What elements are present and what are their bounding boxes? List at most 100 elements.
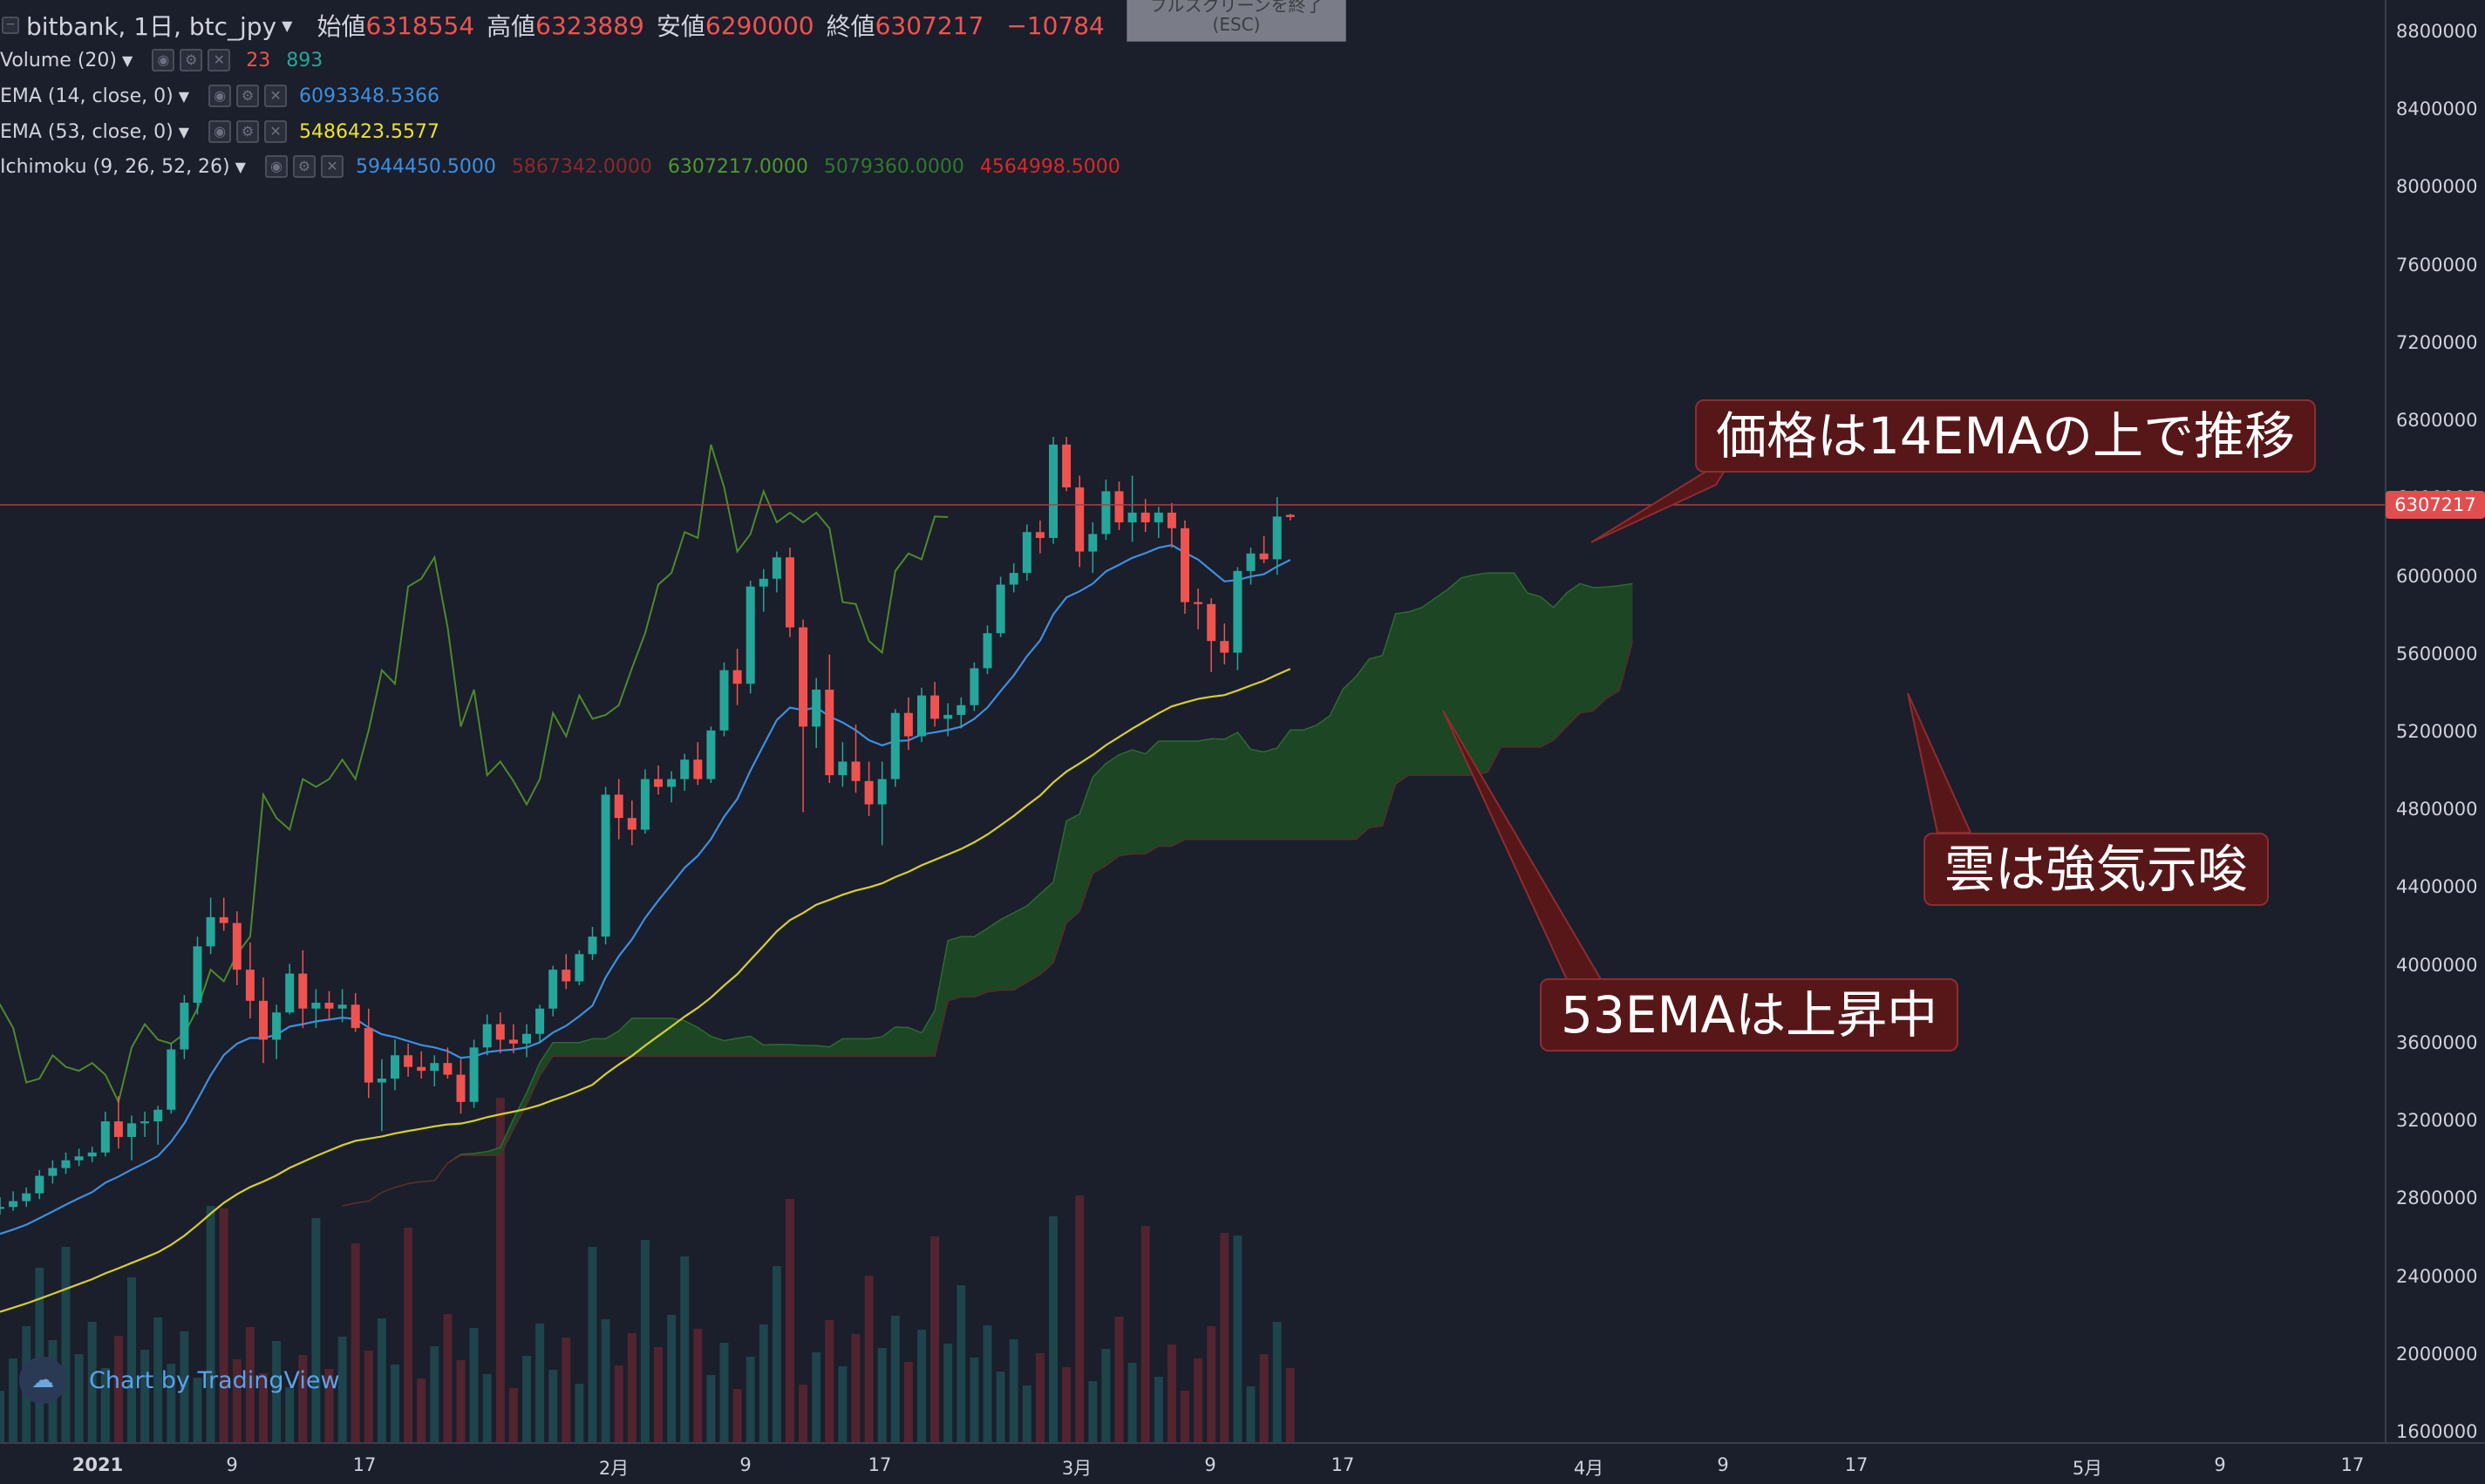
candle-body: [391, 1055, 399, 1079]
gear-icon[interactable]: ⚙: [236, 120, 260, 143]
eye-icon[interactable]: ◉: [208, 85, 232, 107]
volume-bar: [930, 1236, 940, 1443]
volume-bar: [443, 1314, 453, 1443]
volume-bar: [298, 1355, 308, 1443]
ema53-label[interactable]: EMA (53, close, 0): [0, 120, 174, 143]
high-label: 高値: [487, 12, 536, 41]
close-value: 6307217: [875, 10, 984, 40]
candle-body: [983, 633, 992, 669]
volume-bar: [508, 1388, 518, 1443]
candle-body: [259, 1000, 268, 1040]
candle-body: [930, 695, 940, 719]
candle-body: [232, 922, 242, 970]
volume-bar: [469, 1328, 479, 1443]
time-axis-label: 17: [1331, 1454, 1355, 1475]
watermark-text[interactable]: Chart by TradingView: [89, 1366, 340, 1394]
lagging-span-line: [0, 444, 949, 1105]
candle-body: [469, 1047, 479, 1102]
candle-body: [167, 1049, 176, 1110]
time-axis-label: 9: [1204, 1454, 1216, 1475]
volume-bar: [232, 1359, 242, 1443]
time-axis-label: 4月: [1573, 1458, 1604, 1479]
ema53-row[interactable]: EMA (53, close, 0) ▼ ◉ ⚙ ✕ 5486423.5577: [0, 117, 439, 146]
candle-body: [601, 794, 610, 937]
tradingview-watermark[interactable]: ☁ Chart by TradingView: [19, 1357, 340, 1404]
candle-body: [614, 794, 623, 819]
price-axis-label: 2400000: [2396, 1265, 2478, 1287]
volume-bar: [245, 1327, 255, 1443]
volume-bar: [877, 1348, 887, 1443]
ema53-line: [0, 668, 1291, 1313]
volume-bar: [1088, 1381, 1098, 1443]
volume-bar: [193, 1378, 202, 1443]
close-icon[interactable]: ✕: [320, 155, 344, 178]
symbol-title[interactable]: bitbank, 1日, btc_jpy: [26, 12, 277, 41]
candle-body: [588, 936, 597, 955]
gear-icon[interactable]: ⚙: [180, 49, 203, 71]
volume-bar: [167, 1364, 176, 1443]
volume-bars: [0, 1098, 1295, 1443]
candle-body: [1009, 573, 1018, 585]
candle-body: [903, 712, 913, 737]
volume-label[interactable]: Volume (20): [0, 49, 117, 71]
volume-bar: [180, 1331, 189, 1443]
volume-bar: [100, 1368, 110, 1443]
volume-bar: [259, 1373, 268, 1443]
price-axis-label: 3200000: [2396, 1110, 2478, 1132]
gear-icon[interactable]: ⚙: [236, 85, 260, 107]
ichimoku-value-3: 6307217.0000: [667, 155, 808, 178]
ema14-label[interactable]: EMA (14, close, 0): [0, 85, 174, 107]
volume-bar: [654, 1347, 663, 1443]
price-axis-label: 8000000: [2396, 176, 2478, 198]
price-axis-label: 5200000: [2396, 721, 2478, 742]
candle-body: [351, 1004, 360, 1029]
candle-body: [35, 1175, 44, 1194]
symbol-row: − bitbank, 1日, btc_jpy ▼ 始値 6318554 高値 6…: [0, 10, 1105, 41]
fullscreen-exit-tooltip[interactable]: フルスクリーンを終了 (ESC): [1127, 0, 1346, 42]
chevron-down-icon[interactable]: ▼: [121, 51, 133, 69]
volume-bar: [719, 1343, 729, 1443]
eye-icon[interactable]: ◉: [208, 120, 232, 143]
price-axis-label: 2800000: [2396, 1188, 2478, 1209]
volume-bar: [417, 1378, 426, 1443]
close-icon[interactable]: ✕: [264, 85, 288, 107]
price-axis-label: 4800000: [2396, 799, 2478, 820]
chevron-down-icon[interactable]: ▼: [282, 17, 293, 34]
candle-body: [1075, 487, 1085, 552]
chevron-down-icon[interactable]: ▼: [235, 158, 246, 175]
candle-body: [825, 689, 834, 776]
volume-bar: [917, 1330, 926, 1443]
volume-bar: [772, 1266, 781, 1443]
volume-bar: [535, 1324, 545, 1443]
candle-body: [772, 557, 781, 579]
candle-body: [1049, 444, 1058, 538]
price-axis-label: 4400000: [2396, 876, 2478, 898]
eye-icon[interactable]: ◉: [264, 155, 288, 178]
candle-body: [1220, 641, 1229, 653]
ichimoku-value-4: 5079360.0000: [823, 155, 964, 178]
volume-bar: [404, 1228, 413, 1443]
volume-bar: [1114, 1317, 1124, 1443]
chevron-down-icon[interactable]: ▼: [178, 123, 190, 140]
volume-row[interactable]: Volume (20) ▼ ◉ ⚙ ✕ 23 893: [0, 45, 323, 75]
close-icon[interactable]: ✕: [264, 120, 288, 143]
volume-bar: [957, 1285, 966, 1443]
ema14-row[interactable]: EMA (14, close, 0) ▼ ◉ ⚙ ✕ 6093348.5366: [0, 81, 439, 111]
gear-icon[interactable]: ⚙: [292, 155, 316, 178]
candle-body: [680, 759, 690, 779]
volume-bar: [219, 1208, 228, 1443]
close-icon[interactable]: ✕: [208, 49, 231, 71]
volume-bar: [575, 1384, 584, 1443]
ichimoku-row[interactable]: Ichimoku (9, 26, 52, 26) ▼ ◉ ⚙ ✕ 5944450…: [0, 152, 1120, 181]
volume-bar: [35, 1268, 44, 1443]
candle-body: [377, 1079, 386, 1083]
collapse-legend-icon[interactable]: −: [2, 17, 19, 34]
price-axis-label: 6800000: [2396, 410, 2478, 432]
volume-bar: [799, 1385, 808, 1443]
chevron-down-icon[interactable]: ▼: [178, 87, 190, 105]
price-axis-label: 8800000: [2396, 21, 2478, 42]
ichimoku-label[interactable]: Ichimoku (9, 26, 52, 26): [0, 155, 230, 178]
volume-bar: [864, 1276, 874, 1443]
eye-icon[interactable]: ◉: [152, 49, 175, 71]
